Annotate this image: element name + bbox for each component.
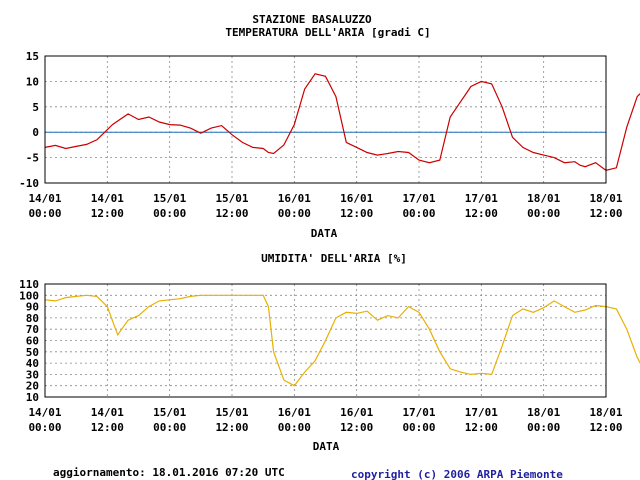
hum-y-tick-label: 80: [26, 312, 39, 325]
hum-y-tick-label: 110: [19, 278, 39, 291]
temp-x-tick-day: 14/01: [28, 192, 61, 205]
temperature-series-line: [44, 73, 640, 171]
temp-x-tick: 14/01 00:00: [28, 192, 61, 220]
temp-y-tick-label: -10: [19, 177, 39, 190]
temperature-chart: TEMPERATURA DELL'ARIA [gradi C] 15 10 5 0 -5…: [19, 26, 640, 240]
hum-x-tick: 17/01 12:00: [465, 406, 498, 434]
hum-y-tick-label: 30: [26, 368, 39, 381]
hum-x-tick-time: 12:00: [215, 421, 248, 434]
hum-x-tick: 16/01 00:00: [278, 406, 311, 434]
humidity-plot-frame: [44, 283, 607, 398]
hum-x-tick: 15/01 12:00: [215, 406, 248, 434]
hum-y-tick-label: 60: [26, 335, 39, 348]
hum-x-tick-time: 00:00: [402, 421, 435, 434]
temp-x-tick: 15/01 00:00: [153, 192, 186, 220]
hum-x-tick: 14/01 00:00: [28, 406, 61, 434]
hum-x-tick-time: 00:00: [28, 421, 61, 434]
temp-x-tick-time: 00:00: [527, 207, 560, 220]
temp-x-tick-time: 12:00: [91, 207, 124, 220]
temp-x-tick: 15/01 12:00: [215, 192, 248, 220]
hum-x-tick-time: 12:00: [465, 421, 498, 434]
temp-y-tick-label: 5: [32, 101, 39, 114]
temp-x-tick-day: 15/01: [215, 192, 248, 205]
hum-x-tick-day: 17/01: [402, 406, 435, 419]
temp-x-tick-time: 00:00: [278, 207, 311, 220]
hum-x-tick: 18/01 00:00: [527, 406, 560, 434]
temp-x-tick-time: 12:00: [215, 207, 248, 220]
hum-x-tick-day: 16/01: [278, 406, 311, 419]
temp-x-tick-day: 16/01: [278, 192, 311, 205]
temp-x-tick-day: 15/01: [153, 192, 186, 205]
temp-x-tick-time: 00:00: [402, 207, 435, 220]
temperature-x-axis-label: DATA: [311, 227, 338, 240]
hum-x-tick-day: 16/01: [340, 406, 373, 419]
humidity-chart-title: UMIDITA' DELL'ARIA [%]: [261, 252, 407, 265]
temp-y-tick-label: 15: [26, 50, 39, 63]
hum-x-tick-time: 00:00: [153, 421, 186, 434]
hum-x-tick-day: 14/01: [91, 406, 124, 419]
temperature-grid: [44, 55, 607, 184]
temp-x-tick: 18/01 12:00: [589, 192, 622, 220]
humidity-series-line: [44, 294, 640, 387]
hum-x-tick: 17/01 00:00: [402, 406, 435, 434]
hum-x-tick-day: 18/01: [589, 406, 622, 419]
hum-y-tick-label: 10: [26, 391, 39, 404]
hum-x-tick-day: 14/01: [28, 406, 61, 419]
temp-x-tick-time: 00:00: [28, 207, 61, 220]
copyright-notice: copyright (c) 2006 ARPA Piemonte: [351, 468, 563, 480]
hum-y-tick-label: 90: [26, 301, 39, 314]
hum-x-tick: 15/01 00:00: [153, 406, 186, 434]
hum-x-tick-time: 00:00: [278, 421, 311, 434]
temp-x-tick-day: 14/01: [91, 192, 124, 205]
temp-x-tick-day: 18/01: [527, 192, 560, 205]
hum-x-tick: 16/01 12:00: [340, 406, 373, 434]
station-title: STAZIONE BASALUZZO: [252, 13, 372, 26]
hum-x-tick: 18/01 12:00: [589, 406, 622, 434]
temperature-chart-title: TEMPERATURA DELL'ARIA [gradi C]: [225, 26, 430, 39]
hum-x-tick-time: 00:00: [527, 421, 560, 434]
temp-x-tick-time: 12:00: [340, 207, 373, 220]
hum-y-tick-label: 70: [26, 323, 39, 336]
temp-x-tick: 17/01 00:00: [402, 192, 435, 220]
hum-y-tick-label: 100: [19, 289, 39, 302]
hum-y-tick-label: 50: [26, 346, 39, 359]
temperature-y-ticks: 15 10 5 0 -5 -10: [19, 50, 39, 190]
hum-x-tick-time: 12:00: [91, 421, 124, 434]
hum-x-tick-time: 12:00: [340, 421, 373, 434]
temp-x-tick-day: 17/01: [402, 192, 435, 205]
temp-x-tick-day: 16/01: [340, 192, 373, 205]
humidity-x-axis-label: DATA: [313, 440, 340, 453]
temp-x-tick: 16/01 12:00: [340, 192, 373, 220]
update-timestamp: aggiornamento: 18.01.2016 07:20 UTC: [53, 466, 285, 479]
temp-x-tick-day: 18/01: [589, 192, 622, 205]
temp-y-tick-label: 0: [32, 126, 39, 139]
temperature-x-ticks: 14/01 00:00 14/01 12:00 15/01 00:00 15/01 12:00…: [28, 192, 622, 220]
hum-x-tick-day: 17/01: [465, 406, 498, 419]
temp-y-tick-label: -5: [26, 152, 39, 165]
hum-y-tick-label: 20: [26, 380, 39, 393]
temp-x-tick: 18/01 00:00: [527, 192, 560, 220]
hum-x-tick-day: 18/01: [527, 406, 560, 419]
temp-x-tick-time: 12:00: [589, 207, 622, 220]
temp-x-tick: 16/01 00:00: [278, 192, 311, 220]
temp-x-tick-day: 17/01: [465, 192, 498, 205]
temp-x-tick: 14/01 12:00: [91, 192, 124, 220]
humidity-chart: UMIDITA' DELL'ARIA [%] 11010090807060504…: [19, 252, 640, 453]
hum-x-tick-day: 15/01: [153, 406, 186, 419]
temp-y-tick-label: 10: [26, 75, 39, 88]
hum-x-tick: 14/01 12:00: [91, 406, 124, 434]
temp-x-tick: 17/01 12:00: [465, 192, 498, 220]
hum-x-tick-time: 12:00: [589, 421, 622, 434]
temperature-plot-frame: [44, 55, 607, 184]
hum-x-tick-day: 15/01: [215, 406, 248, 419]
hum-y-tick-label: 40: [26, 357, 39, 370]
temp-x-tick-time: 00:00: [153, 207, 186, 220]
humidity-x-ticks: 14/01 00:00 14/01 12:00 15/01 00:00 15/01 12:00…: [28, 406, 622, 434]
temp-x-tick-time: 12:00: [465, 207, 498, 220]
